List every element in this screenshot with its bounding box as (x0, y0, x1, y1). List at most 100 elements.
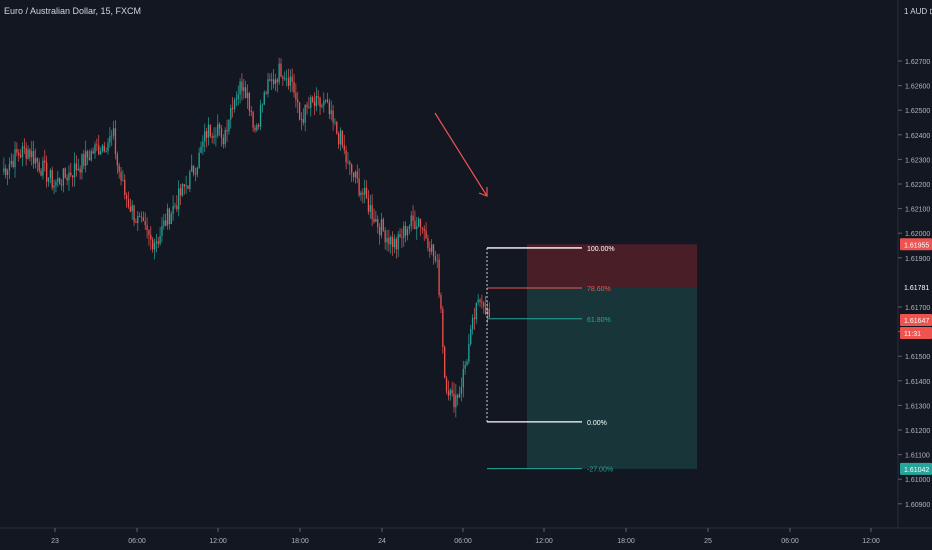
time-tick-label: 18:00 (291, 538, 309, 545)
price-tick-label: 1.61900 (905, 256, 930, 263)
time-tick-label: 12:00 (535, 538, 553, 545)
candle (148, 230, 150, 236)
candle (319, 97, 321, 107)
price-tick-label: 1.62500 (905, 108, 930, 115)
last-price-badge-background (900, 314, 932, 327)
position-zones[interactable] (527, 244, 697, 469)
candle (453, 393, 455, 408)
candle (168, 208, 171, 225)
candle (176, 205, 178, 210)
candle (263, 92, 265, 105)
candle (378, 227, 381, 236)
candle (34, 158, 37, 164)
candle (185, 185, 187, 187)
candle (311, 97, 314, 102)
candle (403, 225, 405, 238)
time-axis[interactable]: 23 06:00 12:00 18:00 24 06:00 12:00 18:00 25 06:0… (51, 528, 880, 545)
take-profit-zone[interactable] (527, 287, 697, 469)
candle (354, 171, 357, 178)
candle (211, 136, 213, 138)
price-tick-label: 1.60900 (905, 502, 930, 509)
arrow-head-icon (478, 187, 488, 197)
candle (269, 79, 271, 81)
candle (53, 185, 55, 188)
candle (205, 131, 208, 138)
fibonacci-retracement[interactable]: 100.00% 78.60% 61.80% 0.00% -27.00% (486, 246, 615, 474)
candle (159, 235, 161, 244)
price-tick-label: 1.62000 (905, 231, 930, 238)
candle (127, 199, 130, 207)
candle (245, 87, 247, 98)
time-tick-label: 06:00 (781, 538, 799, 545)
candle (230, 107, 232, 120)
candle (297, 99, 299, 103)
candle (60, 184, 63, 186)
candle (153, 242, 156, 250)
candle (360, 192, 362, 196)
candle (222, 137, 224, 145)
candle (254, 127, 256, 131)
candle (179, 188, 182, 196)
candle (321, 105, 323, 107)
candle (470, 328, 472, 344)
candle (12, 160, 14, 168)
price-tick-label: 1.61500 (905, 354, 930, 361)
candle (272, 79, 275, 85)
candle (479, 299, 481, 302)
candle (83, 154, 85, 166)
candle (265, 92, 267, 94)
arrow-annotation[interactable] (434, 112, 488, 197)
candle (31, 151, 33, 158)
price-tick-label: 1.62700 (905, 59, 930, 66)
stop-loss-zone[interactable] (527, 244, 697, 288)
candle (72, 175, 74, 178)
candle (14, 149, 16, 168)
candle (343, 145, 345, 151)
candle (239, 81, 241, 95)
candle (410, 215, 412, 227)
candle (135, 221, 137, 223)
candle (274, 79, 277, 85)
time-tick-label: 25 (704, 538, 712, 545)
currency-label[interactable]: 1 AUD ⊡ (904, 7, 932, 16)
price-tick-label: 1.61400 (905, 379, 930, 386)
last-price-badge: 1.61647 (904, 318, 929, 325)
price-badges: 1.61955 1.61781 1.61647 11:31 1.61042 (900, 238, 932, 475)
candle (364, 187, 366, 195)
candle (483, 302, 485, 307)
candle (8, 164, 11, 171)
countdown-badge: 11:31 (904, 331, 921, 338)
candle (118, 165, 120, 172)
candle (332, 110, 334, 123)
price-tick-label: 1.61300 (905, 403, 930, 410)
candle (23, 146, 25, 149)
price-tick-label: 1.62400 (905, 133, 930, 140)
candle (380, 219, 383, 236)
candle (157, 241, 159, 244)
candle (10, 160, 12, 165)
price-axis[interactable]: 1.62700 1.62600 1.62500 1.62400 1.62300 1.622… (898, 59, 930, 509)
candle (458, 393, 461, 398)
candle (271, 79, 273, 81)
candle (86, 151, 89, 158)
arrow-shaft[interactable] (434, 112, 488, 197)
candle (326, 99, 329, 103)
candle (328, 102, 331, 115)
candle (451, 389, 453, 394)
candle (258, 124, 260, 127)
candle (291, 76, 293, 82)
candle (183, 184, 185, 187)
candle (112, 128, 115, 136)
candle (404, 225, 407, 236)
candle (259, 105, 262, 127)
candle (386, 237, 388, 243)
candle (473, 317, 476, 320)
candle (114, 128, 117, 155)
candle (285, 78, 288, 80)
candle (431, 244, 433, 252)
candle (27, 149, 29, 159)
candle (468, 343, 470, 362)
stop-price-badge: 1.61955 (904, 242, 929, 249)
